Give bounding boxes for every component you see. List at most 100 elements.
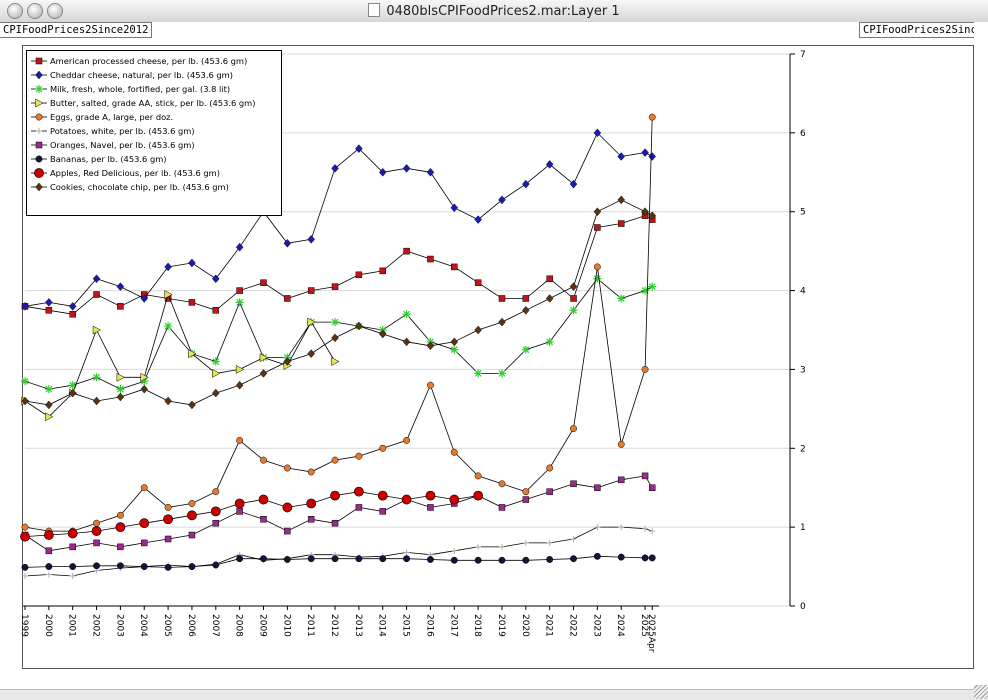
data-point <box>355 321 363 331</box>
data-point <box>93 291 100 298</box>
data-point <box>331 318 340 327</box>
data-point <box>116 385 125 394</box>
data-point <box>260 456 267 464</box>
data-point <box>593 552 601 560</box>
data-point <box>546 275 553 282</box>
data-point <box>331 283 339 290</box>
data-point <box>284 295 291 302</box>
data-point <box>45 298 53 307</box>
data-point <box>164 290 173 299</box>
data-point <box>21 302 29 311</box>
data-point <box>355 452 363 460</box>
y-tick-label: 3 <box>800 365 806 375</box>
data-point <box>68 302 77 311</box>
x-tick-label: 2000 <box>43 614 53 637</box>
horizontal-scrollbar[interactable] <box>0 689 975 700</box>
data-point <box>648 113 656 121</box>
data-point <box>648 554 656 562</box>
legend-item: Oranges, Navel, per lb. (453.6 gm) <box>27 138 281 152</box>
legend-swatch <box>31 155 47 163</box>
x-tick-label: 2021 <box>544 614 554 637</box>
data-point <box>450 448 458 456</box>
data-point <box>36 128 42 134</box>
data-point <box>115 522 126 533</box>
series-6 <box>21 472 656 555</box>
data-point <box>236 555 244 563</box>
data-point <box>93 539 100 547</box>
legend-swatch <box>31 128 47 134</box>
y-tick-label: 0 <box>800 602 806 612</box>
data-point <box>20 531 30 542</box>
data-point <box>450 203 459 213</box>
data-point <box>21 523 29 531</box>
data-point <box>307 516 315 523</box>
resize-grip[interactable] <box>974 685 988 699</box>
data-point <box>116 562 124 570</box>
minimize-button[interactable] <box>27 3 43 19</box>
series-line <box>24 199 653 406</box>
data-point <box>617 195 625 205</box>
data-point <box>188 563 196 571</box>
zoom-button[interactable] <box>47 3 63 19</box>
data-point <box>331 333 339 343</box>
data-point <box>546 488 553 495</box>
data-point <box>307 468 315 476</box>
data-point <box>260 279 267 286</box>
data-point <box>475 543 482 550</box>
x-tick-label: 2025Apr <box>646 614 656 653</box>
data-point <box>21 377 29 386</box>
data-point <box>498 543 505 550</box>
data-point <box>331 164 339 173</box>
data-point <box>69 563 77 571</box>
x-tick-label: 2010 <box>281 614 291 637</box>
y-tick-label: 5 <box>800 208 806 218</box>
data-point <box>594 524 601 531</box>
data-point <box>641 472 649 480</box>
data-point <box>44 385 53 394</box>
close-button[interactable] <box>7 3 23 19</box>
data-point <box>641 207 649 217</box>
data-point <box>188 500 196 507</box>
data-point <box>570 295 577 302</box>
data-point <box>379 444 387 452</box>
data-point <box>212 561 220 569</box>
data-point <box>498 317 506 327</box>
legend-item: Bananas, per lb. (453.6 gm) <box>27 152 281 166</box>
data-point <box>522 488 530 496</box>
data-point <box>35 57 43 65</box>
y-tick-label: 7 <box>800 50 806 60</box>
data-point <box>355 555 363 563</box>
data-point <box>164 503 172 511</box>
data-point <box>473 490 484 501</box>
data-point <box>426 341 435 351</box>
data-point <box>545 294 554 303</box>
data-point <box>570 555 577 563</box>
data-point <box>355 271 363 279</box>
series-7 <box>21 552 656 571</box>
data-point <box>21 563 29 571</box>
window-title-text: 0480blsCPIFoodPrices2.mar:Layer 1 <box>386 4 620 19</box>
x-tick-label: 1999 <box>19 614 29 637</box>
data-point <box>140 539 148 547</box>
data-point <box>498 295 506 302</box>
data-point <box>140 372 149 382</box>
data-point <box>648 282 657 291</box>
data-point <box>378 329 387 339</box>
window-titlebar[interactable]: 0480blsCPIFoodPrices2.mar:Layer 1 <box>0 0 988 23</box>
legend-item: Apples, Red Delicious, per lb. (453.6 gm… <box>27 166 281 180</box>
legend-item: Potatoes, white, per lb. (453.6 gm) <box>27 124 281 138</box>
data-point <box>45 563 53 571</box>
data-point <box>164 322 173 331</box>
document-icon <box>368 3 381 17</box>
data-point <box>426 556 434 563</box>
data-point <box>569 179 578 189</box>
data-point <box>307 287 315 294</box>
data-point <box>331 519 339 527</box>
data-point <box>593 263 601 271</box>
data-point <box>210 506 221 517</box>
data-point <box>307 555 315 563</box>
series-line <box>24 132 653 307</box>
x-tick-label: 2015 <box>401 614 411 637</box>
legend-label: American processed cheese, per lb. (453.… <box>50 56 248 66</box>
data-point <box>212 488 220 496</box>
